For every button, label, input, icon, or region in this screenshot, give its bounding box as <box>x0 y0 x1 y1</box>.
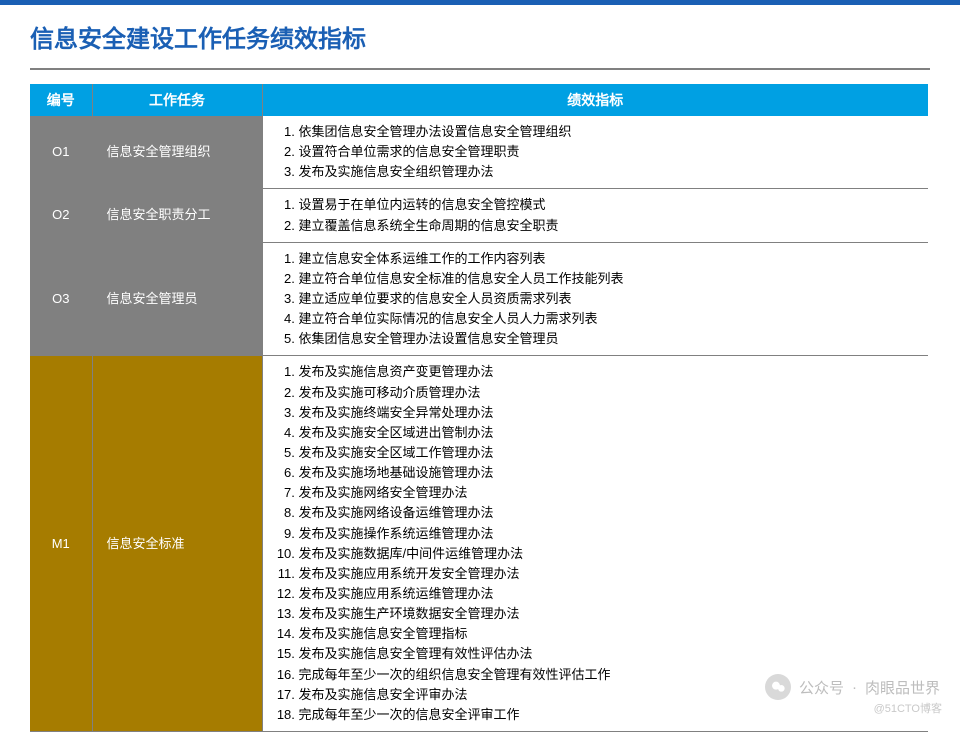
table-row: O2信息安全职责分工设置易于在单位内运转的信息安全管控模式建立覆盖信息系统全生命… <box>30 189 928 242</box>
kpi-item: 建立符合单位实际情况的信息安全人员人力需求列表 <box>299 309 919 329</box>
watermark-name: 肉眼品世界 <box>865 677 940 698</box>
kpi-table: 编号 工作任务 绩效指标 O1信息安全管理组织依集团信息安全管理办法设置信息安全… <box>30 84 928 732</box>
col-header-kpi: 绩效指标 <box>262 84 928 116</box>
col-header-task: 工作任务 <box>92 84 262 116</box>
kpi-item: 发布及实施信息安全管理有效性评估办法 <box>299 644 919 664</box>
page-title: 信息安全建设工作任务绩效指标 <box>0 5 960 68</box>
watermark-label: 公众号 <box>799 677 844 698</box>
kpi-item: 发布及实施终端安全异常处理办法 <box>299 403 919 423</box>
kpi-item: 发布及实施可移动介质管理办法 <box>299 383 919 403</box>
kpi-item: 依集团信息安全管理办法设置信息安全管理员 <box>299 329 919 349</box>
kpi-item: 发布及实施应用系统开发安全管理办法 <box>299 564 919 584</box>
kpi-item: 发布及实施网络安全管理办法 <box>299 483 919 503</box>
kpi-item: 发布及实施场地基础设施管理办法 <box>299 463 919 483</box>
cell-id: M1 <box>30 356 92 732</box>
kpi-item: 发布及实施信息资产变更管理办法 <box>299 362 919 382</box>
col-header-id: 编号 <box>30 84 92 116</box>
table-header-row: 编号 工作任务 绩效指标 <box>30 84 928 116</box>
cell-task: 信息安全管理组织 <box>92 116 262 189</box>
kpi-item: 建立符合单位信息安全标准的信息安全人员工作技能列表 <box>299 269 919 289</box>
kpi-item: 建立适应单位要求的信息安全人员资质需求列表 <box>299 289 919 309</box>
table-row: O3信息安全管理员建立信息安全体系运维工作的工作内容列表建立符合单位信息安全标准… <box>30 242 928 356</box>
kpi-item: 发布及实施操作系统运维管理办法 <box>299 524 919 544</box>
kpi-item: 建立覆盖信息系统全生命周期的信息安全职责 <box>299 216 919 236</box>
cell-kpi: 依集团信息安全管理办法设置信息安全管理组织设置符合单位需求的信息安全管理职责发布… <box>262 116 928 189</box>
kpi-item: 完成每年至少一次的信息安全评审工作 <box>299 705 919 725</box>
kpi-item: 设置易于在单位内运转的信息安全管控模式 <box>299 195 919 215</box>
table-row: O1信息安全管理组织依集团信息安全管理办法设置信息安全管理组织设置符合单位需求的… <box>30 116 928 189</box>
cell-kpi: 设置易于在单位内运转的信息安全管控模式建立覆盖信息系统全生命周期的信息安全职责 <box>262 189 928 242</box>
kpi-item: 发布及实施信息安全组织管理办法 <box>299 162 919 182</box>
kpi-item: 发布及实施数据库/中间件运维管理办法 <box>299 544 919 564</box>
kpi-item: 设置符合单位需求的信息安全管理职责 <box>299 142 919 162</box>
wechat-icon <box>765 674 791 700</box>
kpi-item: 发布及实施安全区域进出管制办法 <box>299 423 919 443</box>
cell-kpi: 建立信息安全体系运维工作的工作内容列表建立符合单位信息安全标准的信息安全人员工作… <box>262 242 928 356</box>
footer-mark: @51CTO博客 <box>874 700 942 716</box>
cell-task: 信息安全管理员 <box>92 242 262 356</box>
cell-id: O1 <box>30 116 92 189</box>
kpi-item: 建立信息安全体系运维工作的工作内容列表 <box>299 249 919 269</box>
cell-task: 信息安全标准 <box>92 356 262 732</box>
kpi-item: 发布及实施网络设备运维管理办法 <box>299 503 919 523</box>
watermark-dot: · <box>852 679 857 696</box>
cell-id: O3 <box>30 242 92 356</box>
kpi-item: 发布及实施生产环境数据安全管理办法 <box>299 604 919 624</box>
title-underline <box>30 68 930 70</box>
cell-id: O2 <box>30 189 92 242</box>
kpi-item: 发布及实施信息安全管理指标 <box>299 624 919 644</box>
kpi-item: 发布及实施应用系统运维管理办法 <box>299 584 919 604</box>
cell-task: 信息安全职责分工 <box>92 189 262 242</box>
kpi-item: 发布及实施安全区域工作管理办法 <box>299 443 919 463</box>
watermark: 公众号 · 肉眼品世界 <box>765 674 940 700</box>
kpi-item: 依集团信息安全管理办法设置信息安全管理组织 <box>299 122 919 142</box>
